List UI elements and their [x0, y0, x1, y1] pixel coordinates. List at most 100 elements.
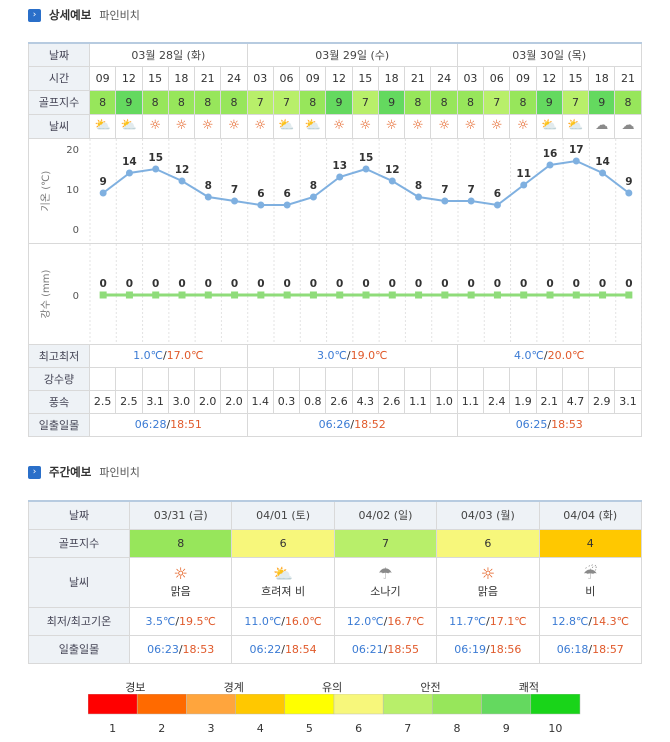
wind-row: 풍속 2.5 2.5 3.1 3.0 2.0 2.0 1.4 0.3 0.8 2.6 4.3 2.6 1.… — [28, 389, 642, 414]
data-point — [572, 157, 580, 164]
hour-cell: 09 — [509, 65, 537, 91]
wind-cell: 2.4 — [483, 389, 511, 414]
partly-cloudy-icon: ⛅ — [541, 118, 558, 133]
weekly-minmax-cell: 12.8℃/14.3℃ — [538, 606, 642, 636]
data-point — [388, 291, 396, 298]
y-tick-label: 20 — [66, 145, 79, 156]
wind-cell: 1.9 — [509, 389, 537, 414]
data-label: 15 — [359, 152, 374, 164]
sun-header: 일출일몰 — [28, 412, 90, 437]
wind-header: 풍속 — [28, 389, 90, 414]
data-label: 0 — [599, 278, 606, 290]
data-point — [283, 291, 291, 298]
data-label: 0 — [178, 278, 185, 290]
temp-separator: / — [281, 614, 285, 628]
golf-index-cell: 9 — [115, 89, 143, 115]
minmax-cell: 4.0℃/20.0℃ — [456, 343, 642, 368]
rain-cell — [351, 366, 379, 391]
data-point — [599, 169, 607, 176]
weekly-sun-cell: 06:22/18:54 — [231, 634, 335, 664]
data-point — [625, 189, 633, 196]
weather-cell: ☼ — [325, 113, 353, 139]
rain-cell — [430, 366, 458, 391]
weather-cell: ⛅ — [535, 113, 563, 139]
sun-icon: ☼ — [254, 118, 267, 133]
time-separator: / — [281, 642, 285, 656]
data-label: 0 — [257, 278, 264, 290]
data-point — [231, 197, 239, 204]
data-label: 13 — [332, 160, 347, 172]
sunset-time: 18:53 — [551, 418, 583, 431]
sun-icon: ☼ — [438, 118, 450, 133]
data-point — [599, 291, 607, 298]
weather-description: 흐려져 비 — [261, 585, 306, 598]
legend-swatch — [382, 694, 433, 715]
golf-header: 골프지수 — [28, 89, 90, 115]
precipitation-chart: 강수 (mm) 0 0 0 0 0 0 0 0 0 0 0 0 0 0 0 0 0 0 0 0 0 0 — [40, 243, 642, 344]
hour-cell: 09 — [299, 65, 327, 91]
sun-icon: ☼ — [175, 118, 188, 133]
sunrise-time: 06:21 — [351, 642, 384, 656]
legend-group-label: 경보 — [125, 681, 146, 694]
golf-index-cell: 7 — [483, 89, 511, 115]
data-label: 0 — [152, 278, 159, 290]
weekly-date-header: 날짜 — [28, 500, 130, 530]
legend-swatch — [530, 694, 581, 715]
chevron-right-icon: › — [28, 465, 41, 479]
data-point — [336, 291, 344, 298]
sunrise-time: 06:18 — [556, 642, 589, 656]
data-label: 0 — [99, 278, 106, 290]
weekly-golf-cell: 6 — [231, 528, 335, 558]
sun-icon: ☼ — [385, 118, 398, 133]
golf-index-cell: 8 — [299, 89, 327, 115]
data-point — [572, 291, 580, 298]
hour-cell: 03 — [246, 65, 274, 91]
wind-cell: 2.5 — [88, 389, 117, 414]
weekly-date-cell: 04/02 (일) — [333, 500, 438, 530]
rain-row: 강수량 — [28, 366, 642, 391]
partly-cloudy-icon: ⛅ — [278, 118, 295, 133]
weekly-weather-row: 날씨 ☼ 맑음 ⛅ 흐려져 비 ☂ 소나기 ☼ 맑음 ☔ 비 — [28, 556, 642, 608]
data-point — [309, 291, 317, 298]
weekly-forecast-title: 주간예보 — [49, 465, 92, 479]
data-label: 0 — [467, 278, 474, 290]
wind-cell: 4.3 — [351, 389, 379, 414]
weather-cell: ☼ — [167, 113, 196, 139]
data-point — [231, 291, 239, 298]
data-label: 0 — [389, 278, 396, 290]
day-label: 03월 30일 (목) — [456, 42, 642, 67]
weather-row: 날씨 ⛅ ⛅ ☼ ☼ ☼ ☼ ☼ ⛅ ⛅ ☼ ☼ ☼ ☼ ☼ ☼ ☼ ☼ ⛅ ⛅ ☁ ☁ — [28, 113, 642, 139]
data-label: 8 — [310, 180, 317, 192]
golf-index-cell: 9 — [325, 89, 353, 115]
min-temp: 11.0℃ — [244, 614, 282, 628]
wind-cell: 2.1 — [535, 389, 563, 414]
legend-swatch — [235, 694, 286, 715]
partly-cloudy-icon: ⛅ — [120, 118, 137, 133]
data-point — [546, 161, 554, 168]
data-label: 0 — [362, 278, 369, 290]
data-label: 6 — [257, 188, 264, 200]
sunset-time: 18:57 — [592, 642, 624, 656]
hour-cell: 18 — [377, 65, 406, 91]
weekly-weather-header: 날씨 — [28, 556, 130, 608]
data-label: 8 — [415, 180, 422, 192]
rain-cell — [141, 366, 169, 391]
min-temp: 11.7℃ — [449, 614, 486, 628]
legend-number: 4 — [257, 722, 264, 735]
hour-cell: 09 — [88, 65, 117, 91]
golf-index-cell: 8 — [167, 89, 196, 115]
weather-cell: ☼ — [483, 113, 511, 139]
weekly-minmax-cell: 12.0℃/16.7℃ — [333, 606, 438, 636]
max-temp: 16.7℃ — [387, 614, 425, 628]
day-label: 03월 28일 (화) — [89, 42, 248, 67]
date-row: 날짜 03월 28일 (화) 03월 29일 (수) 03월 30일 (목) — [28, 42, 642, 67]
detail-forecast-header: › 상세예보 파인비치 — [28, 7, 140, 23]
golf-index-cell: 8 — [220, 89, 248, 115]
golf-index-cell: 7 — [561, 89, 590, 115]
hour-cell: 18 — [167, 65, 196, 91]
weather-cell: ☼ — [456, 113, 485, 139]
weekly-sun-cell: 06:18/18:57 — [538, 634, 642, 664]
sun-icon: ☼ — [517, 118, 529, 133]
legend-swatch — [284, 694, 335, 715]
data-point — [178, 291, 186, 298]
